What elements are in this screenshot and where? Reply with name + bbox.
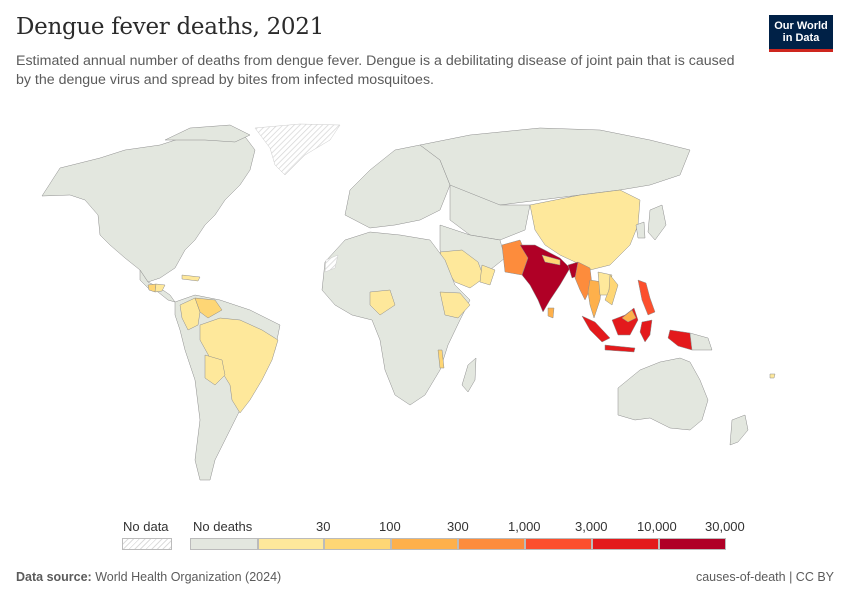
region-philippines (637, 279, 656, 316)
region-canada-islands (164, 124, 251, 143)
legend-label-no-deaths: No deaths (193, 519, 253, 534)
region-central-asia (449, 184, 531, 241)
region-greenland (254, 123, 341, 176)
legend-label-no-data: No data (123, 519, 169, 534)
region-bolivia (204, 354, 226, 386)
legend-swatch-100-300[interactable] (391, 538, 458, 550)
region-indonesia-papua (667, 329, 693, 351)
region-indonesia-java (604, 344, 636, 353)
logo-line2: in Data (782, 32, 820, 44)
legend-swatch-10000-30000[interactable] (659, 538, 726, 550)
region-caribbean (181, 274, 201, 282)
region-korea (635, 221, 646, 239)
legend-tick-3000: 3,000 (575, 519, 608, 534)
region-north-america (41, 129, 256, 283)
logo-line1: Our World (774, 20, 828, 32)
legend-swatch-no-deaths[interactable] (190, 538, 258, 550)
region-guatemala (147, 283, 157, 293)
legend-swatch-3000-10000[interactable] (592, 538, 659, 550)
region-nepal (541, 254, 561, 266)
region-malawi (437, 349, 445, 369)
legend-tick-30: 30 (316, 519, 331, 534)
region-nigeria (369, 289, 396, 316)
region-venezuela (194, 297, 223, 319)
region-fiji (769, 373, 776, 379)
region-papua-new-guinea (689, 332, 713, 351)
chart-subtitle: Estimated annual number of deaths from d… (16, 53, 735, 88)
region-madagascar (461, 357, 477, 393)
data-source-value[interactable]: World Health Organization (2024) (95, 570, 282, 584)
region-europe (344, 144, 451, 229)
license-text[interactable]: causes-of-death | CC BY (695, 570, 834, 584)
legend-swatch-no-data[interactable] (122, 538, 172, 550)
region-africa (321, 231, 471, 406)
chart-title: Dengue fever deaths, 2021 (16, 14, 324, 40)
region-myanmar (574, 261, 593, 301)
region-oman (479, 264, 496, 286)
region-new-zealand (729, 414, 749, 446)
map-legend: No data No deaths 30 100 300 1,000 3,000… (0, 515, 850, 555)
legend-tick-1000: 1,000 (508, 519, 541, 534)
region-honduras (154, 283, 166, 293)
legend-swatch-0-30[interactable] (258, 538, 324, 550)
world-map (41, 123, 776, 481)
region-ethiopia (439, 291, 471, 319)
legend-tick-100: 100 (379, 519, 401, 534)
data-source-label: Data source: (16, 570, 92, 584)
legend-tick-300: 300 (447, 519, 469, 534)
legend-swatch-1000-3000[interactable] (525, 538, 592, 550)
data-source: Data source: World Health Organization (… (16, 570, 281, 584)
region-sri-lanka (547, 307, 555, 319)
region-australia (617, 357, 709, 431)
region-western-sahara (324, 254, 339, 273)
region-china (529, 189, 641, 271)
legend-tick-10000: 10,000 (637, 519, 677, 534)
region-malaysia-borneo (611, 307, 639, 336)
region-vietnam (604, 274, 619, 306)
legend-swatch-30-100[interactable] (324, 538, 391, 550)
legend-swatch-300-1000[interactable] (458, 538, 525, 550)
owid-logo[interactable]: Our World in Data (769, 15, 833, 52)
region-malaysia (621, 309, 637, 323)
region-indonesia-sumatra (581, 315, 611, 343)
legend-tick-30000: 30,000 (705, 519, 745, 534)
region-japan (647, 204, 667, 241)
region-indonesia-sulawesi (639, 319, 653, 343)
